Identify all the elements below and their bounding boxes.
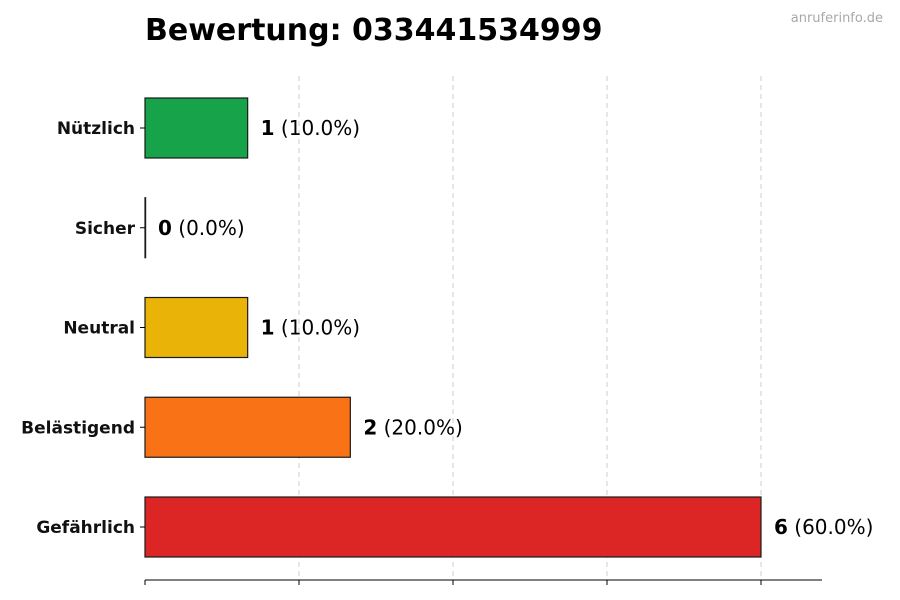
bar-1 — [144, 197, 147, 259]
bar-0 — [144, 97, 249, 159]
bars — [144, 97, 762, 558]
bar-2 — [144, 296, 249, 359]
category-label: Gefährlich — [36, 518, 135, 538]
grid-lines — [298, 76, 762, 580]
chart-title: Bewertung: 033441534999 — [145, 13, 603, 48]
bar-3 — [144, 396, 351, 458]
category-label: Sicher — [75, 219, 136, 239]
category-label: Neutral — [63, 319, 135, 339]
value-label: 6 (60.0%) — [774, 515, 873, 539]
category-label: Nützlich — [57, 119, 135, 139]
bar-4 — [144, 496, 762, 558]
value-label: 1 (10.0%) — [261, 316, 360, 340]
value-label: 2 (20.0%) — [363, 415, 462, 439]
category-labels: Nützlich Sicher Neutral Belästigend Gefährli… — [21, 119, 145, 538]
value-label: 1 (10.0%) — [261, 116, 360, 140]
value-label: 0 (0.0%) — [158, 216, 245, 240]
x-axis-ticks — [144, 580, 762, 585]
category-label: Belästigend — [21, 418, 135, 438]
watermark-text: anruferinfo.de — [791, 11, 883, 26]
value-labels: 1 (10.0%) 0 (0.0%) 1 (10.0%) 2 (20.0%) 6 (60… — [158, 116, 873, 539]
